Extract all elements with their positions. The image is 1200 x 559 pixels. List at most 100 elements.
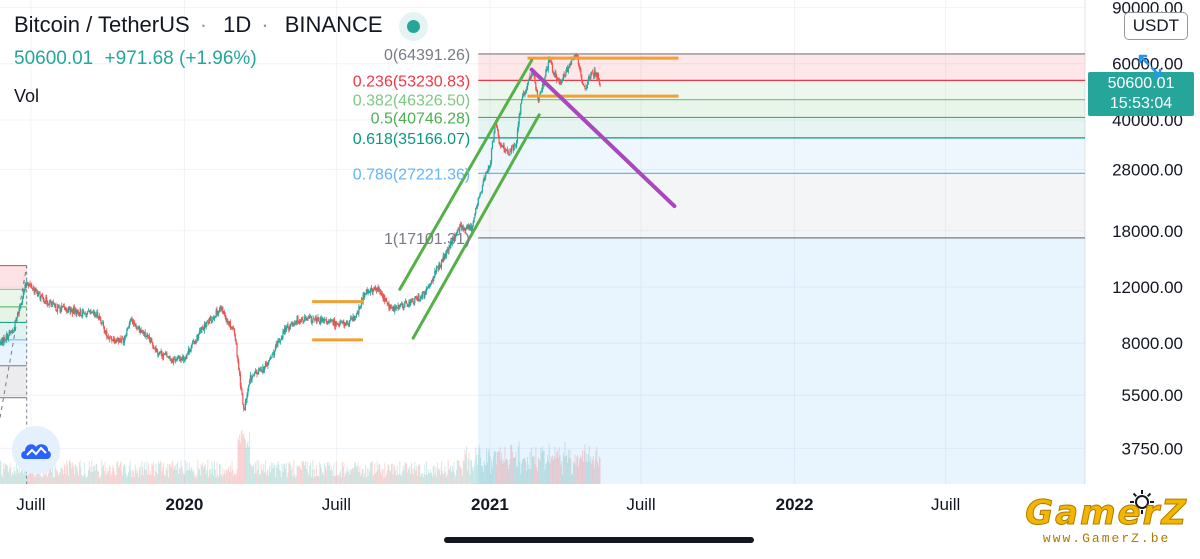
- volume-bar: [572, 461, 574, 484]
- volume-bar: [556, 452, 558, 484]
- volume-bar: [188, 469, 190, 484]
- volume-bar: [579, 457, 581, 484]
- volume-bar: [138, 477, 140, 484]
- volume-bar: [175, 470, 177, 484]
- home-indicator[interactable]: [444, 537, 754, 543]
- volume-bar: [372, 475, 374, 484]
- volume-bar: [563, 456, 565, 484]
- candle-body: [107, 337, 110, 340]
- volume-bar: [494, 452, 496, 484]
- volume-bar: [46, 469, 48, 484]
- volume-bar: [395, 475, 397, 484]
- volume-bar: [153, 476, 155, 484]
- candle-body: [160, 351, 162, 353]
- volume-bar: [592, 459, 594, 484]
- candle-body: [410, 300, 412, 305]
- volume-bar: [183, 474, 185, 484]
- volume-bar: [415, 466, 417, 484]
- candle-body: [214, 316, 216, 318]
- volume-bar: [443, 474, 445, 484]
- candle-body: [279, 339, 282, 342]
- volume-bar: [432, 466, 434, 484]
- candle-body: [41, 294, 43, 297]
- currency-badge[interactable]: USDT: [1123, 12, 1188, 40]
- candle-body: [228, 321, 231, 325]
- volume-bar: [363, 477, 365, 484]
- candle-body: [375, 287, 378, 291]
- volume-bar: [561, 461, 563, 484]
- volume-bar: [221, 476, 223, 484]
- volume-bar: [415, 470, 417, 484]
- candle-body: [359, 306, 361, 307]
- candle-body: [557, 78, 559, 80]
- volume-bar: [219, 464, 221, 484]
- volume-bar: [125, 473, 127, 484]
- candle-body: [173, 359, 175, 363]
- candle-body: [398, 304, 400, 308]
- candle-body: [204, 323, 206, 328]
- volume-bar: [16, 464, 18, 484]
- volume-bar: [280, 477, 282, 484]
- volume-bar: [474, 459, 476, 484]
- volume-bar: [225, 469, 227, 484]
- candle-body: [12, 330, 14, 332]
- candle-body: [307, 317, 309, 321]
- volume-bar: [564, 441, 566, 484]
- watermark-url: www.GamerZ.be: [1042, 531, 1171, 546]
- volume-bar: [159, 461, 161, 484]
- volume-bar: [82, 475, 84, 484]
- volume-bar: [190, 467, 192, 484]
- interval-label[interactable]: 1D: [223, 12, 252, 37]
- candle-body: [341, 321, 343, 323]
- candle-body: [29, 283, 31, 285]
- candle-body: [416, 297, 418, 301]
- price-axis-tick: 3750.00: [1122, 439, 1183, 458]
- volume-bar: [484, 464, 486, 484]
- current-price: 50600.01: [1107, 75, 1175, 92]
- tradingview-cloud-logo-icon[interactable]: [12, 426, 60, 474]
- candle-body: [76, 309, 78, 315]
- volume-bar: [213, 460, 215, 484]
- candle-body: [319, 321, 321, 324]
- candle-body: [413, 302, 415, 304]
- candle-body: [141, 330, 143, 332]
- candle-body: [131, 318, 133, 320]
- volume-bar: [244, 439, 246, 484]
- candle-body: [99, 315, 101, 321]
- candle-body: [470, 225, 473, 232]
- volume-label[interactable]: Vol: [14, 86, 40, 106]
- candle-body: [427, 287, 429, 288]
- candle-body: [162, 354, 165, 358]
- price-change: +971.68: [104, 48, 174, 69]
- candle-body: [216, 309, 218, 313]
- candle-body: [374, 287, 377, 290]
- candle-body: [490, 148, 493, 162]
- candle-body: [366, 289, 368, 293]
- volume-bar: [318, 476, 320, 484]
- volume-bar: [288, 463, 290, 484]
- volume-bar: [203, 465, 205, 484]
- candle-body: [93, 312, 95, 315]
- volume-bar: [326, 462, 328, 484]
- volume-bar: [481, 465, 483, 484]
- gear-icon[interactable]: [1128, 488, 1156, 516]
- candle-body: [540, 91, 542, 94]
- volume-bar: [178, 468, 180, 484]
- candle-body: [215, 309, 217, 317]
- candle-body: [308, 317, 310, 319]
- volume-bar: [7, 466, 9, 484]
- candle-body: [3, 337, 5, 343]
- expand-arrows-icon[interactable]: [1128, 44, 1172, 88]
- candle-body: [571, 58, 573, 62]
- volume-bar: [14, 470, 16, 484]
- candle-body: [19, 306, 21, 309]
- candle-body: [450, 241, 452, 248]
- volume-bar: [158, 464, 160, 484]
- last-price: 50600.01: [14, 48, 94, 69]
- volume-bar: [307, 472, 309, 484]
- volume-bar: [518, 441, 520, 484]
- candle-body: [44, 302, 46, 303]
- symbol-title[interactable]: Bitcoin / TetherUS · 1D · BINANCE: [14, 12, 430, 38]
